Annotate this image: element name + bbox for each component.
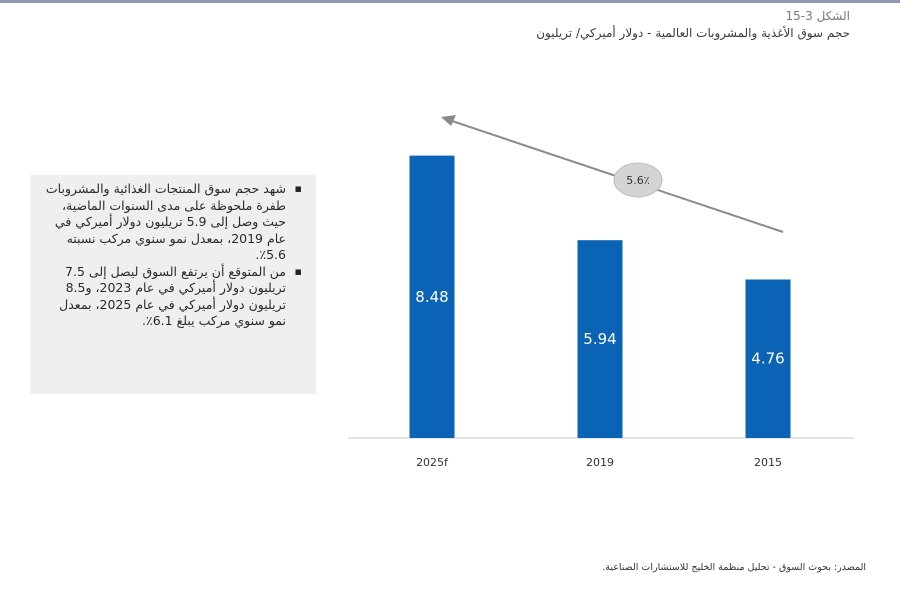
bar [745, 279, 791, 438]
bar-value-label: 8.48 [415, 288, 448, 306]
bar-value-label: 5.94 [583, 330, 616, 348]
notes-panel: شهد حجم سوق المنتجات الغذائية والمشروبات… [30, 175, 316, 394]
growth-rate-label: 5.6٪ [626, 174, 649, 187]
top-border-line [0, 0, 900, 3]
figure-number: الشكل 3-15 [785, 9, 851, 23]
bar [577, 240, 623, 438]
notes-list: شهد حجم سوق المنتجات الغذائية والمشروبات… [40, 181, 302, 330]
x-tick-label: 2019 [586, 456, 614, 469]
bar [409, 155, 455, 438]
growth-rate-badge [613, 162, 663, 198]
x-tick-label: 2015 [754, 456, 782, 469]
note-item: شهد حجم سوق المنتجات الغذائية والمشروبات… [40, 181, 302, 264]
bar-value-label: 4.76 [751, 350, 784, 368]
note-item: من المتوقع أن يرتفع السوق ليصل إلى 7.5 ت… [40, 264, 302, 330]
figure-title: حجم سوق الأغذية والمشروبات العالمية - دو… [536, 26, 850, 40]
x-tick-label: 2025f [416, 456, 449, 469]
source-note: المصدر: بحوث السوق - تحليل منظمة الخليج … [602, 562, 866, 573]
growth-arrow-head [441, 115, 456, 126]
